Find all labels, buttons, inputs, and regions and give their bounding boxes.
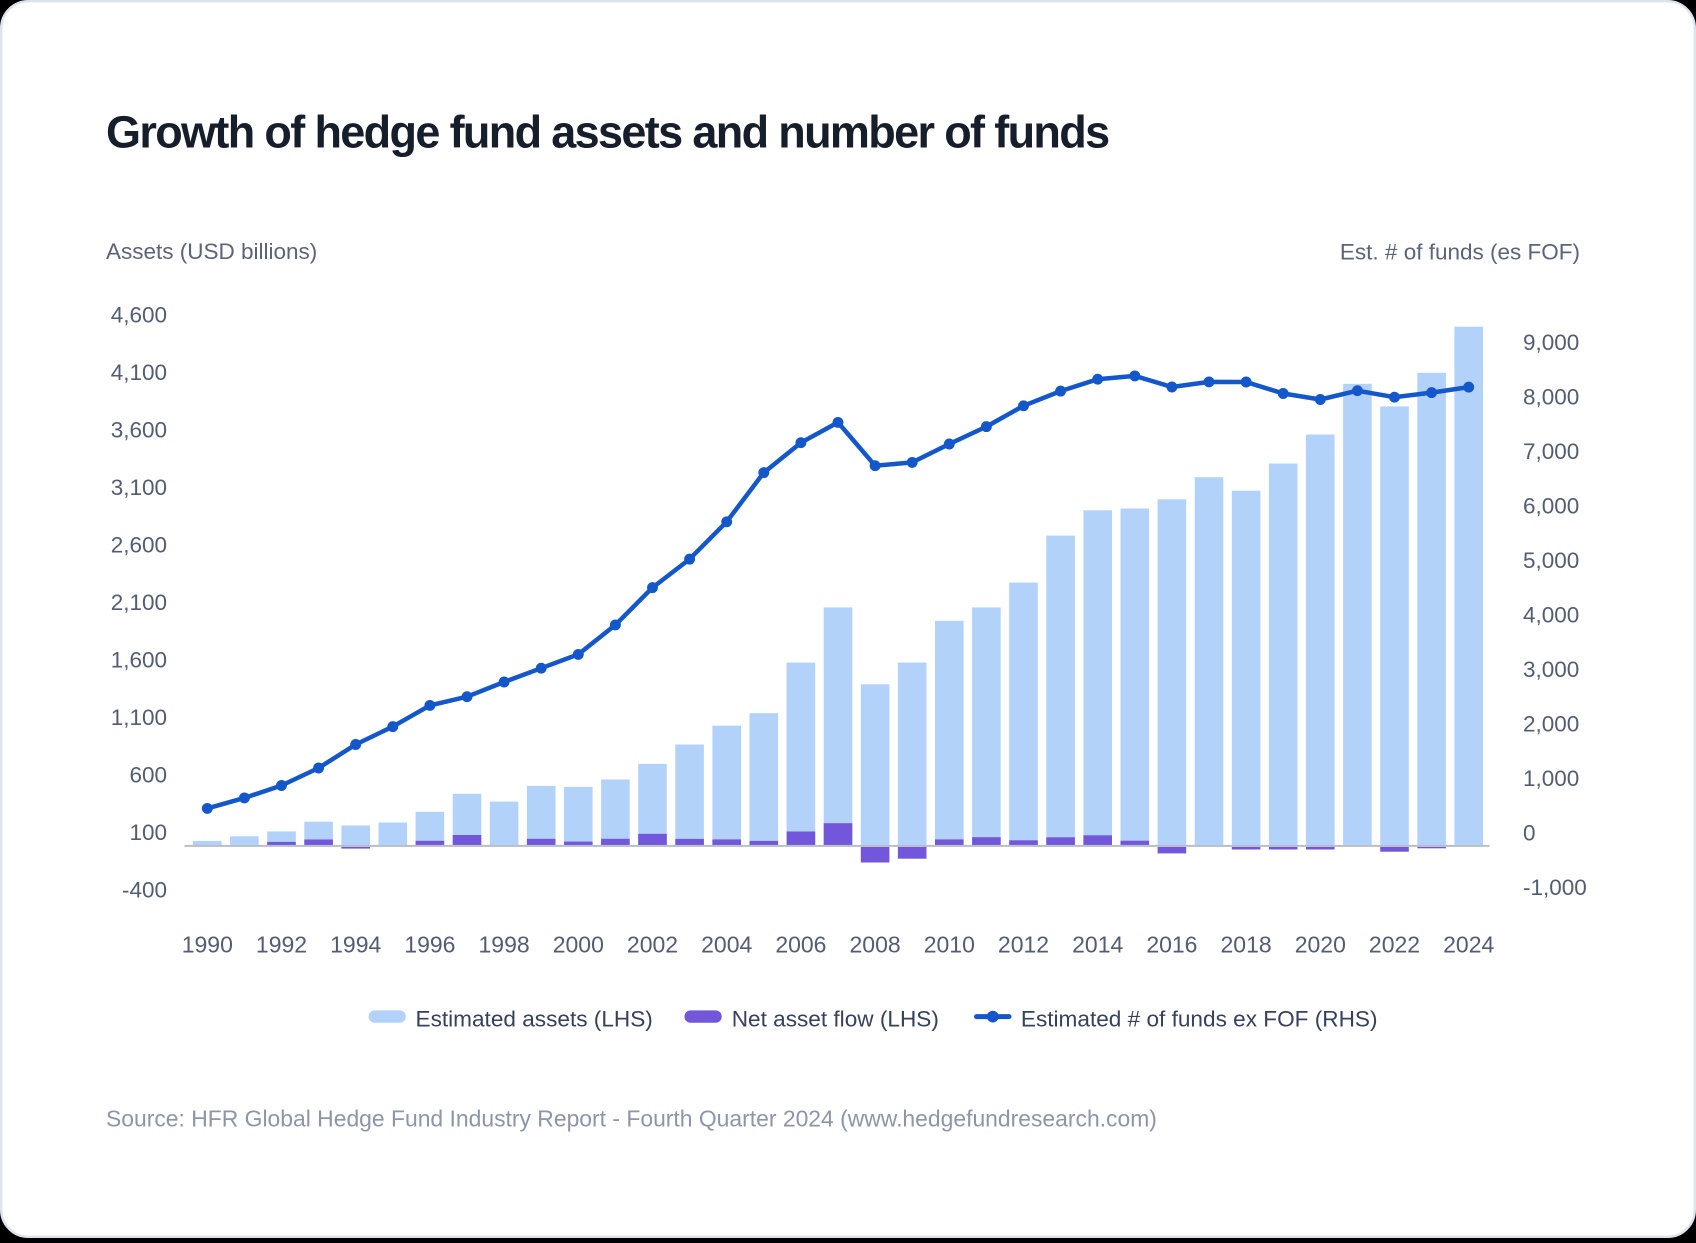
svg-text:600: 600 bbox=[129, 763, 167, 788]
svg-text:2,100: 2,100 bbox=[111, 590, 167, 615]
svg-text:2002: 2002 bbox=[627, 931, 678, 957]
svg-text:3,100: 3,100 bbox=[111, 475, 167, 500]
svg-text:Est. # of funds (es FOF): Est. # of funds (es FOF) bbox=[1340, 240, 1580, 265]
svg-text:-1,000: -1,000 bbox=[1523, 875, 1587, 900]
svg-text:4,100: 4,100 bbox=[111, 360, 167, 385]
svg-text:Source: HFR Global Hedge Fund: Source: HFR Global Hedge Fund Industry R… bbox=[106, 1106, 1157, 1132]
svg-text:1998: 1998 bbox=[479, 931, 530, 957]
svg-text:2008: 2008 bbox=[850, 931, 901, 957]
svg-text:100: 100 bbox=[129, 820, 167, 845]
svg-text:1994: 1994 bbox=[330, 931, 381, 957]
svg-text:2010: 2010 bbox=[924, 931, 975, 957]
svg-text:8,000: 8,000 bbox=[1523, 385, 1579, 410]
svg-text:1,000: 1,000 bbox=[1523, 766, 1579, 791]
svg-text:2020: 2020 bbox=[1295, 931, 1346, 957]
svg-text:1,600: 1,600 bbox=[111, 648, 167, 673]
svg-text:Estimated # of funds ex FOF (R: Estimated # of funds ex FOF (RHS) bbox=[1021, 1006, 1378, 1031]
svg-text:4,000: 4,000 bbox=[1523, 603, 1579, 628]
svg-text:2012: 2012 bbox=[998, 931, 1049, 957]
svg-text:3,600: 3,600 bbox=[111, 418, 167, 443]
svg-text:2000: 2000 bbox=[553, 931, 604, 957]
svg-text:Estimated assets (LHS): Estimated assets (LHS) bbox=[416, 1006, 653, 1031]
svg-text:2024: 2024 bbox=[1443, 931, 1494, 957]
svg-text:1996: 1996 bbox=[404, 931, 455, 957]
svg-text:Growth of hedge fund assets an: Growth of hedge fund assets and number o… bbox=[106, 107, 1109, 158]
svg-text:2006: 2006 bbox=[775, 931, 826, 957]
svg-text:2,000: 2,000 bbox=[1523, 712, 1579, 737]
svg-text:1990: 1990 bbox=[182, 931, 233, 957]
svg-text:3,000: 3,000 bbox=[1523, 657, 1579, 682]
svg-text:1992: 1992 bbox=[256, 931, 307, 957]
svg-text:9,000: 9,000 bbox=[1523, 330, 1579, 355]
svg-text:1,100: 1,100 bbox=[111, 705, 167, 730]
svg-text:6,000: 6,000 bbox=[1523, 494, 1579, 519]
svg-text:2004: 2004 bbox=[701, 931, 752, 957]
svg-text:5,000: 5,000 bbox=[1523, 548, 1579, 573]
svg-text:2018: 2018 bbox=[1221, 931, 1272, 957]
svg-text:2014: 2014 bbox=[1072, 931, 1123, 957]
svg-text:-400: -400 bbox=[122, 878, 167, 903]
svg-text:Net asset flow (LHS): Net asset flow (LHS) bbox=[732, 1006, 939, 1031]
svg-text:2022: 2022 bbox=[1369, 931, 1420, 957]
svg-text:2,600: 2,600 bbox=[111, 533, 167, 558]
svg-text:0: 0 bbox=[1523, 821, 1536, 846]
svg-text:2016: 2016 bbox=[1146, 931, 1197, 957]
svg-text:7,000: 7,000 bbox=[1523, 439, 1579, 464]
svg-text:4,600: 4,600 bbox=[111, 303, 167, 328]
svg-text:Assets (USD billions): Assets (USD billions) bbox=[106, 239, 317, 264]
